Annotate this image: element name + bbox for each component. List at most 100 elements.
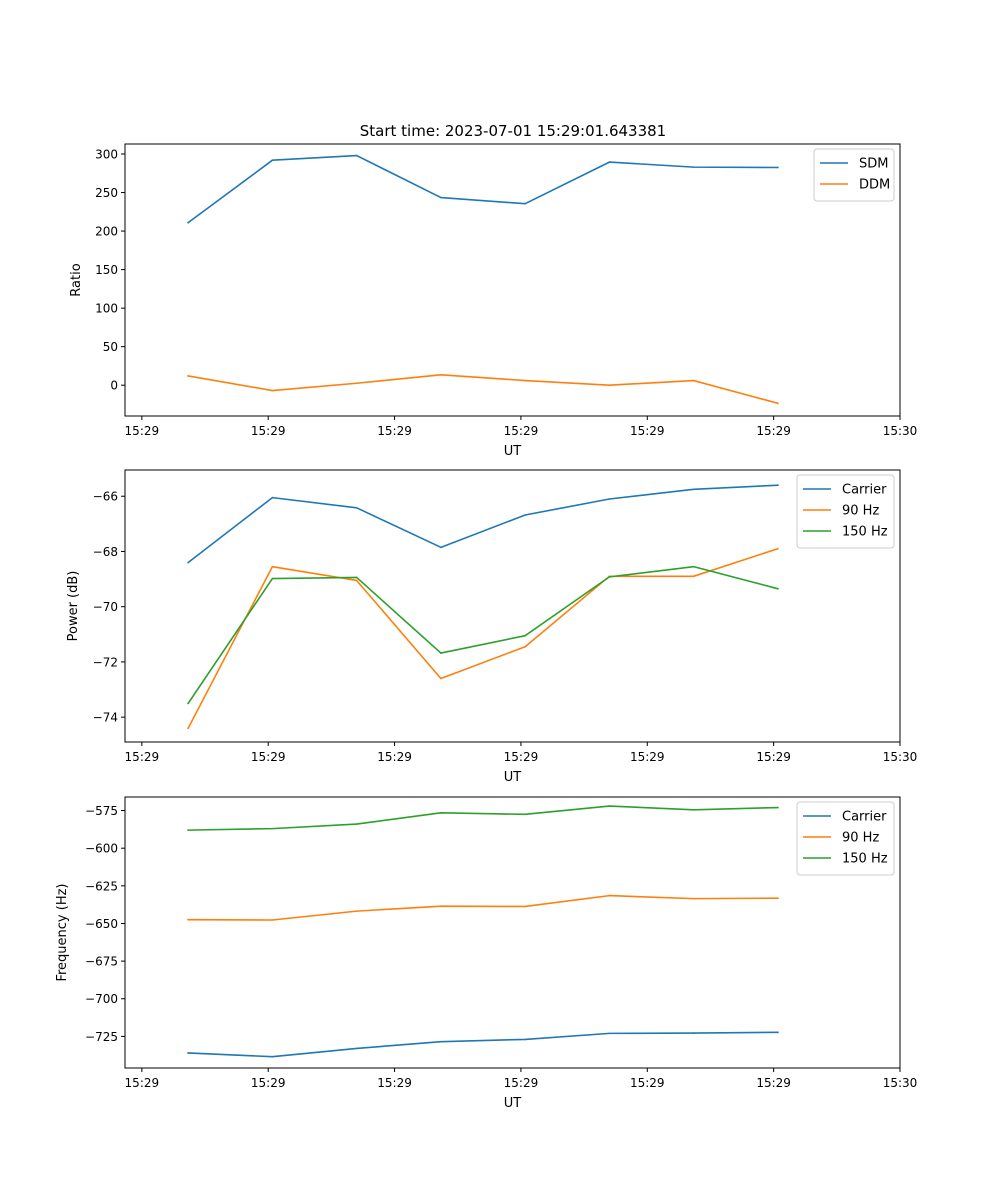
power-y-axis-label: Power (dB) <box>66 571 81 642</box>
frequency-series-150-hz-point <box>440 812 442 814</box>
ratio-y-tick-label: 0 <box>110 379 118 393</box>
frequency-legend-label-150-hz: 150 Hz <box>842 852 888 867</box>
power-series-90-hz-point <box>440 677 442 680</box>
power-series-150-hz-point <box>524 634 526 637</box>
ratio-x-tick-label: 15:29 <box>125 424 160 438</box>
frequency-series-carrier-point <box>187 1052 189 1054</box>
ratio-series-sdm-point <box>692 166 695 168</box>
frequency-x-tick-label: 15:29 <box>125 1076 160 1090</box>
ratio-legend-label-ddm: DDM <box>859 178 890 193</box>
frequency-series-carrier-point <box>271 1055 274 1058</box>
power-series-150-hz-point <box>777 587 779 590</box>
power-series-150-hz-point <box>692 565 695 568</box>
frequency-series-150-hz-point <box>187 829 189 831</box>
frequency-series-150-hz-point <box>524 813 526 816</box>
ratio-series-ddm-point <box>440 373 442 376</box>
frequency-y-tick-label: −600 <box>85 842 118 856</box>
power-series-90-hz-point <box>777 547 779 550</box>
frequency-series-150-hz-point <box>271 827 274 830</box>
ratio-x-axis-label: UT <box>504 444 522 459</box>
frequency-x-axis-label: UT <box>504 1096 522 1111</box>
frequency-series-150-hz-line <box>187 805 779 831</box>
frequency-series-90-hz-point <box>355 910 358 912</box>
power-x-tick-label: 15:29 <box>756 750 791 764</box>
power-series-carrier-point <box>187 561 189 564</box>
ratio-series-sdm-line <box>187 154 779 224</box>
frequency-series-carrier-point <box>524 1038 526 1041</box>
ratio-series-ddm-point <box>355 382 358 385</box>
power-x-tick-label: 15:30 <box>883 750 918 764</box>
ratio-x-tick-label: 15:29 <box>756 424 791 438</box>
ratio-series-sdm-point <box>777 166 779 169</box>
frequency-y-tick-label: −650 <box>85 917 118 931</box>
ratio-legend <box>813 148 895 202</box>
frequency-series-150-hz-point <box>608 805 611 807</box>
ratio-x-tick-label: 15:29 <box>630 424 665 438</box>
frequency-series-90-hz-point <box>777 897 779 899</box>
frequency-y-tick-label: −625 <box>85 879 118 893</box>
frequency-axes-frame <box>124 796 901 1069</box>
ratio-y-tick-label: 100 <box>95 302 118 316</box>
power-series-150-hz-point <box>271 577 274 580</box>
frequency-panel: 15:29 15:29 15:29 15:29 15:29 15:29 15:30 −725 −… <box>55 796 918 1111</box>
power-series-carrier-point <box>440 546 442 549</box>
ratio-series-ddm-point <box>271 389 274 392</box>
ratio-x-tick-label: 15:29 <box>377 424 412 438</box>
power-legend-label-carrier: Carrier <box>842 483 887 498</box>
power-axes-frame <box>124 469 901 743</box>
power-series-carrier-point <box>524 514 526 516</box>
power-series-150-hz-point <box>608 576 611 578</box>
frequency-series-90-hz-point <box>608 894 611 897</box>
ratio-x-tick-label: 15:29 <box>504 424 539 438</box>
power-legend-label-150-hz: 150 Hz <box>842 525 888 540</box>
power-series-carrier-point <box>271 496 274 499</box>
frequency-legend-label-carrier: Carrier <box>842 810 887 825</box>
ratio-x-tick-label: 15:29 <box>251 424 286 438</box>
frequency-x-tick-label: 15:29 <box>756 1076 791 1090</box>
ratio-y-tick-label: 50 <box>103 340 118 354</box>
frequency-y-tick-label: −725 <box>85 1030 118 1044</box>
frequency-series-90-hz-point <box>187 918 189 921</box>
frequency-series-carrier-point <box>777 1031 779 1034</box>
power-series-150-hz-point <box>187 702 189 705</box>
frequency-legend-label-90-hz: 90 Hz <box>842 831 879 846</box>
frequency-series-carrier-line <box>187 1031 779 1058</box>
power-series-150-hz-line <box>187 565 779 705</box>
frequency-x-tick-label: 15:30 <box>883 1076 918 1090</box>
ratio-panel: 15:29 15:29 15:29 15:29 15:29 15:29 15:30 0 50 10… <box>69 143 917 459</box>
power-series-carrier-point <box>692 488 695 491</box>
power-y-tick-label: −66 <box>93 490 118 504</box>
ratio-series-ddm-point <box>608 384 611 386</box>
power-series-90-hz-point <box>271 565 274 568</box>
power-series-carrier-line <box>187 484 779 564</box>
ratio-y-tick-label: 150 <box>95 263 118 277</box>
ratio-y-tick-label: 200 <box>95 225 118 239</box>
power-series-150-hz-point <box>440 652 442 654</box>
ratio-series-ddm-point <box>524 379 526 382</box>
power-series-90-hz-point <box>355 579 358 582</box>
frequency-y-tick-label: −675 <box>85 955 118 969</box>
power-series-90-hz-point <box>187 727 189 729</box>
frequency-series-carrier-point <box>692 1032 695 1034</box>
power-x-axis-label: UT <box>504 770 522 785</box>
frequency-series-150-hz-point <box>777 806 779 809</box>
power-series-150-hz-point <box>355 576 358 579</box>
ratio-series-sdm-point <box>187 221 189 224</box>
ratio-series-sdm-point <box>355 154 358 157</box>
figure-title: Start time: 2023-07-01 15:29:01.643381 <box>360 122 666 140</box>
power-y-tick-label: −70 <box>93 600 118 614</box>
power-series-90-hz-point <box>524 645 526 648</box>
frequency-series-carrier-point <box>355 1047 358 1050</box>
power-x-tick-label: 15:29 <box>251 750 286 764</box>
ratio-legend-label-sdm: SDM <box>859 157 888 172</box>
frequency-series-carrier-point <box>440 1040 442 1043</box>
ratio-series-sdm-point <box>271 159 274 161</box>
power-x-tick-label: 15:29 <box>630 750 665 764</box>
power-x-tick-label: 15:29 <box>125 750 160 764</box>
power-x-tick-label: 15:29 <box>504 750 539 764</box>
ratio-y-axis-label: Ratio <box>69 263 84 296</box>
frequency-y-tick-label: −700 <box>85 992 118 1006</box>
power-y-tick-label: −72 <box>93 655 118 669</box>
frequency-series-carrier-point <box>608 1032 611 1035</box>
